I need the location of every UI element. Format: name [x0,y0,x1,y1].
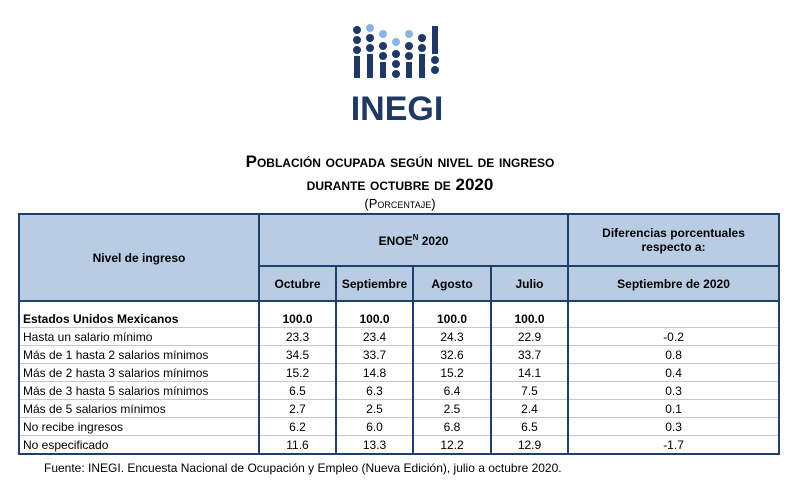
cell: 33.7 [489,345,570,364]
cell: 12.2 [412,435,492,455]
header-cell: Septiembre de 2020 [567,265,781,302]
cell: 15.2 [412,363,492,382]
table-row: Más de 3 hasta 5 salarios mínimos 6.5 6.3 6… [18,381,781,400]
header-cell: Nivel de ingreso [18,213,260,302]
subtitle: durante octubre de 2020 [306,175,494,194]
row-label: No especificado [18,435,260,455]
cell: 6.8 [412,417,492,436]
row-label: Estados Unidos Mexicanos [18,310,260,328]
cell: 2.5 [412,399,492,418]
cell: 12.9 [489,435,570,455]
cell: 100.0 [258,310,337,328]
header-cell: Agosto [412,265,492,302]
superscript: N [412,232,419,242]
cell: 15.2 [258,363,337,382]
header-cell: Julio [489,265,570,302]
cell: 23.4 [335,327,414,346]
cell: 2.4 [489,399,570,418]
cell: 24.3 [412,327,492,346]
table-row: No recibe ingresos 6.2 6.0 6.8 6.5 0.3 [18,417,781,436]
cell: 22.9 [489,327,570,346]
cell [567,310,781,328]
cell: 6.4 [412,381,492,400]
cell: 14.1 [489,363,570,382]
cell: 6.0 [335,417,414,436]
row-label: Más de 3 hasta 5 salarios mínimos [18,381,260,400]
header-cell: Diferencias porcentuales respecto a: [567,213,781,267]
cell: 2.5 [335,399,414,418]
row-label: Más de 5 salarios mínimos [18,399,260,418]
logo-text: INEGI [351,90,444,128]
cell: 6.5 [258,381,337,400]
table-row: Más de 2 hasta 3 salarios mínimos 15.2 14.… [18,363,781,382]
table-row: Más de 1 hasta 2 salarios mínimos 34.5 33.… [18,345,781,364]
title: Población ocupada según nivel de ingreso [245,152,555,171]
cell: 0.4 [567,363,781,382]
cell: 100.0 [489,310,570,328]
cell: 0.3 [567,381,781,400]
header-cell: ENOEN 2020 [257,213,570,267]
header-cell: Octubre [258,265,337,302]
header-text: ENOE [378,233,413,248]
cell: -1.7 [567,435,781,455]
cell: 14.8 [335,363,414,382]
cell: 11.6 [258,435,337,455]
header-cell: Septiembre [335,265,414,302]
row-label: No recibe ingresos [18,417,260,436]
row-label: Más de 1 hasta 2 salarios mínimos [18,345,260,364]
cell: 6.3 [335,381,414,400]
cell: -0.2 [567,327,781,346]
cell: 2.7 [258,399,337,418]
unit: (Porcentaje) [364,196,436,211]
table-row: No especificado 11.6 13.3 12.2 12.9 -1.7 [18,435,781,455]
cell: 6.5 [489,417,570,436]
data-table: Nivel de ingreso ENOEN 2020 Diferencias … [18,213,781,455]
table-row: Estados Unidos Mexicanos 100.0 100.0 100.0 1… [18,310,781,328]
table-row: Hasta un salario mínimo 23.3 23.4 24.3 22.9-… [18,327,781,346]
table-row: Más de 5 salarios mínimos 2.7 2.5 2.5 2.4 0.1 [18,399,781,418]
cell: 0.8 [567,345,781,364]
row-label: Más de 2 hasta 3 salarios mínimos [18,363,260,382]
logo: INEGI [351,24,444,128]
cell: 100.0 [412,310,492,328]
footer: Fuente: INEGI. Encuesta Nacional de Ocup… [44,461,562,475]
cell: 32.6 [412,345,492,364]
row-label: Hasta un salario mínimo [18,327,260,346]
cell: 0.1 [567,399,781,418]
cell: 33.7 [335,345,414,364]
cell: 7.5 [489,381,570,400]
cell: 6.2 [258,417,337,436]
cell: 0.3 [567,417,781,436]
header-text: 2020 [421,233,449,248]
cell: 23.3 [258,327,337,346]
cell: 100.0 [335,310,414,328]
cell: 13.3 [335,435,414,455]
cell: 34.5 [258,345,337,364]
